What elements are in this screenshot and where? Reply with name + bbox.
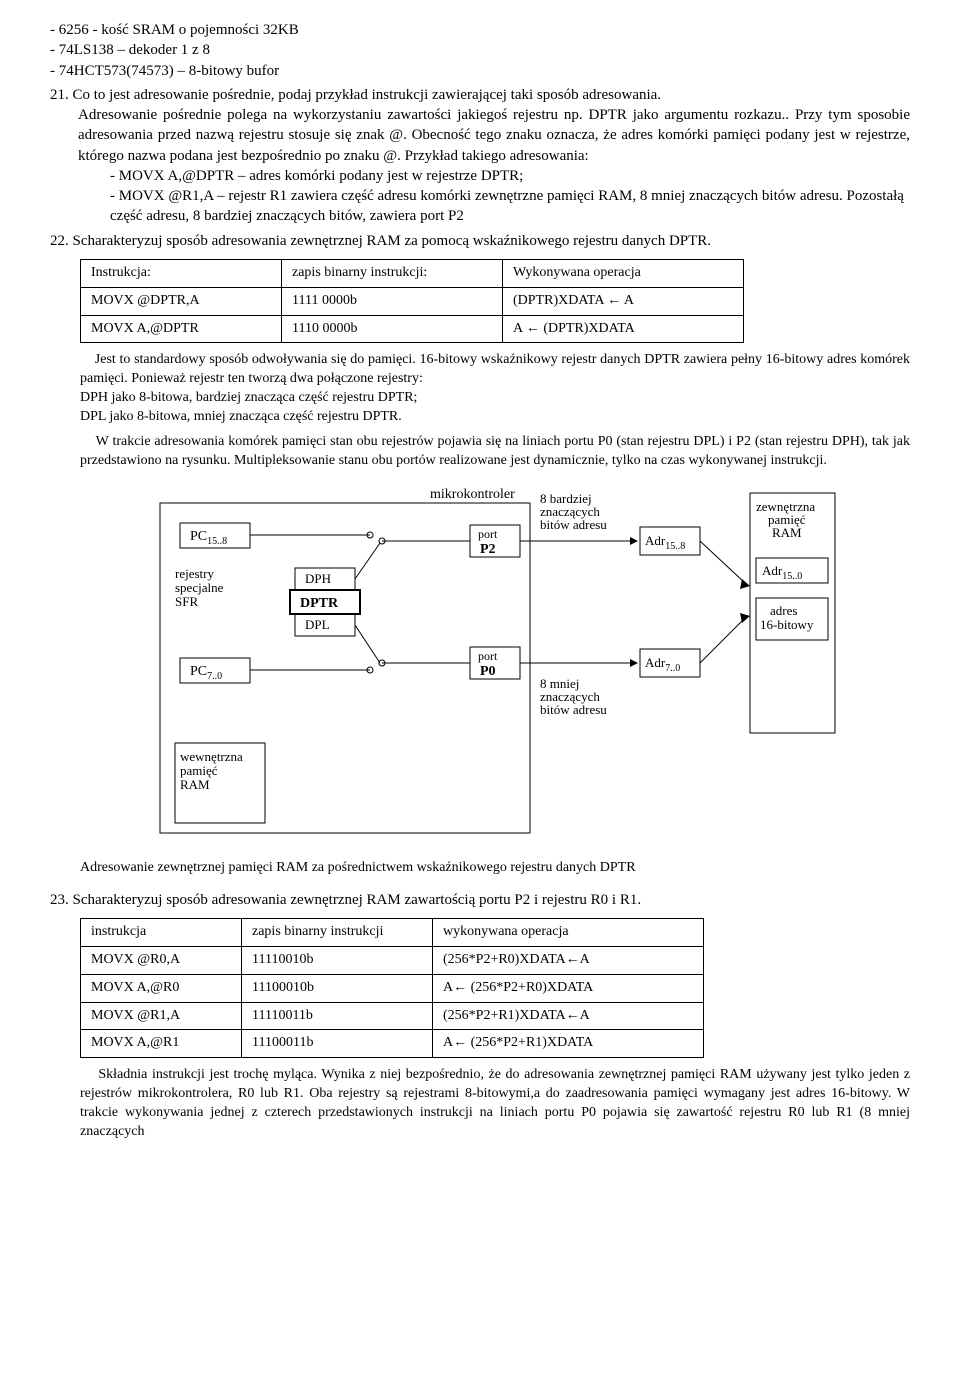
table-row: MOVX @R1,A 11110011b (256*P2+R1)XDATA←A: [81, 1002, 704, 1030]
table-header: Wykonywana operacja: [503, 259, 744, 287]
svg-text:port: port: [478, 527, 498, 541]
table-cell: 11100011b: [242, 1030, 433, 1058]
table-cell: MOVX A,@R0: [81, 974, 242, 1002]
table-cell: (DPTR)XDATA ← A: [503, 287, 744, 315]
bullet-1: - 6256 - kość SRAM o pojemności 32KB: [50, 20, 910, 40]
svg-text:Adr15..8: Adr15..8: [645, 533, 685, 552]
table-cell: 1111 0000b: [282, 287, 503, 315]
svg-text:P2: P2: [480, 542, 496, 557]
table-cell: (256*P2+R0)XDATA←A: [433, 946, 704, 974]
table-row: MOVX A,@DPTR 1110 0000b A ← (DPTR)XDATA: [81, 315, 744, 343]
bullet-3: - 74HCT573(74573) – 8-bitowy bufor: [50, 61, 910, 81]
q22-para1-l2: DPL jako 8-bitowa, mniej znacząca część …: [80, 409, 402, 424]
dptr-diagram: mikrokontroler PC15..8 PC7..0 rejestry s…: [120, 483, 840, 853]
label-mikrokontroler: mikrokontroler: [430, 487, 515, 502]
q21-sub2: - MOVX @R1,A – rejestr R1 zawiera część …: [110, 186, 910, 227]
q22-title: Scharakteryzuj sposób adresowania zewnęt…: [73, 233, 712, 249]
q23-title: Scharakteryzuj sposób adresowania zewnęt…: [73, 892, 642, 908]
table-cell: MOVX @DPTR,A: [81, 287, 282, 315]
label-zew: zewnętrzna pamięć RAM: [756, 499, 818, 540]
table-header: wykonywana operacja: [433, 918, 704, 946]
table-row: MOVX A,@R0 11100010b A← (256*P2+R0)XDATA: [81, 974, 704, 1002]
table-cell: (256*P2+R1)XDATA←A: [433, 1002, 704, 1030]
q21-num: 21.: [50, 87, 73, 103]
q21-title: Co to jest adresowanie pośrednie, podaj …: [73, 87, 662, 103]
q23-num: 23.: [50, 892, 73, 908]
q22-para1-l1: DPH jako 8-bitowa, bardziej znacząca czę…: [80, 390, 417, 405]
table-header: instrukcja: [81, 918, 242, 946]
label-wew: wewnętrzna pamięć RAM: [180, 749, 246, 792]
q23: 23. Scharakteryzuj sposób adresowania ze…: [50, 890, 910, 910]
svg-text:DPTR: DPTR: [300, 596, 339, 611]
q23-table: instrukcja zapis binarny instrukcji wyko…: [80, 918, 704, 1058]
table-header: Instrukcja:: [81, 259, 282, 287]
table-row: Instrukcja: zapis binarny instrukcji: Wy…: [81, 259, 744, 287]
q22-para2: W trakcie adresowania komórek pamięci st…: [80, 433, 910, 471]
q21-sub1: - MOVX A,@DPTR – adres komórki podany je…: [110, 166, 910, 186]
label-bit8-top: 8 bardziej znaczących bitów adresu: [540, 491, 607, 532]
q22-para1-lead: Jest to standardowy sposób odwoływania s…: [80, 352, 910, 386]
table-cell: A ← (DPTR)XDATA: [503, 315, 744, 343]
q21-body: Adresowanie pośrednie polega na wykorzys…: [78, 105, 910, 166]
table-row: instrukcja zapis binarny instrukcji wyko…: [81, 918, 704, 946]
svg-text:DPL: DPL: [305, 617, 330, 632]
table-cell: 11100010b: [242, 974, 433, 1002]
svg-text:PC15..8: PC15..8: [190, 529, 227, 547]
table-header: zapis binarny instrukcji: [242, 918, 433, 946]
bullet-2: - 74LS138 – dekoder 1 z 8: [50, 40, 910, 60]
table-row: MOVX @R0,A 11110010b (256*P2+R0)XDATA←A: [81, 946, 704, 974]
table-cell: A← (256*P2+R0)XDATA: [433, 974, 704, 1002]
table-cell: 11110011b: [242, 1002, 433, 1030]
q22: 22. Scharakteryzuj sposób adresowania ze…: [50, 231, 910, 251]
table-cell: MOVX A,@R1: [81, 1030, 242, 1058]
table-cell: MOVX @R1,A: [81, 1002, 242, 1030]
q22-num: 22.: [50, 233, 73, 249]
svg-text:DPH: DPH: [305, 571, 331, 586]
q23-para: Składnia instrukcji jest trochę myląca. …: [80, 1066, 910, 1142]
label-sfr: rejestry specjalne SFR: [175, 566, 227, 609]
table-header: zapis binarny instrukcji:: [282, 259, 503, 287]
svg-text:port: port: [478, 649, 498, 663]
q22-para1: Jest to standardowy sposób odwoływania s…: [80, 351, 910, 427]
table-cell: MOVX @R0,A: [81, 946, 242, 974]
q21: 21. Co to jest adresowanie pośrednie, po…: [50, 85, 910, 105]
label-adres16: adres 16-bitowy: [760, 603, 814, 632]
svg-text:Adr7..0: Adr7..0: [645, 655, 680, 674]
svg-text:PC7..0: PC7..0: [190, 664, 222, 682]
table-cell: 1110 0000b: [282, 315, 503, 343]
q22-caption: Adresowanie zewnętrznej pamięci RAM za p…: [80, 859, 910, 878]
label-bit8-bot: 8 mniej znaczących bitów adresu: [540, 676, 607, 717]
table-row: MOVX @DPTR,A 1111 0000b (DPTR)XDATA ← A: [81, 287, 744, 315]
table-cell: A← (256*P2+R1)XDATA: [433, 1030, 704, 1058]
table-cell: 11110010b: [242, 946, 433, 974]
svg-text:Adr15..0: Adr15..0: [762, 563, 802, 582]
svg-text:P0: P0: [480, 664, 496, 679]
table-cell: MOVX A,@DPTR: [81, 315, 282, 343]
q22-table: Instrukcja: zapis binarny instrukcji: Wy…: [80, 259, 744, 344]
table-row: MOVX A,@R1 11100011b A← (256*P2+R1)XDATA: [81, 1030, 704, 1058]
